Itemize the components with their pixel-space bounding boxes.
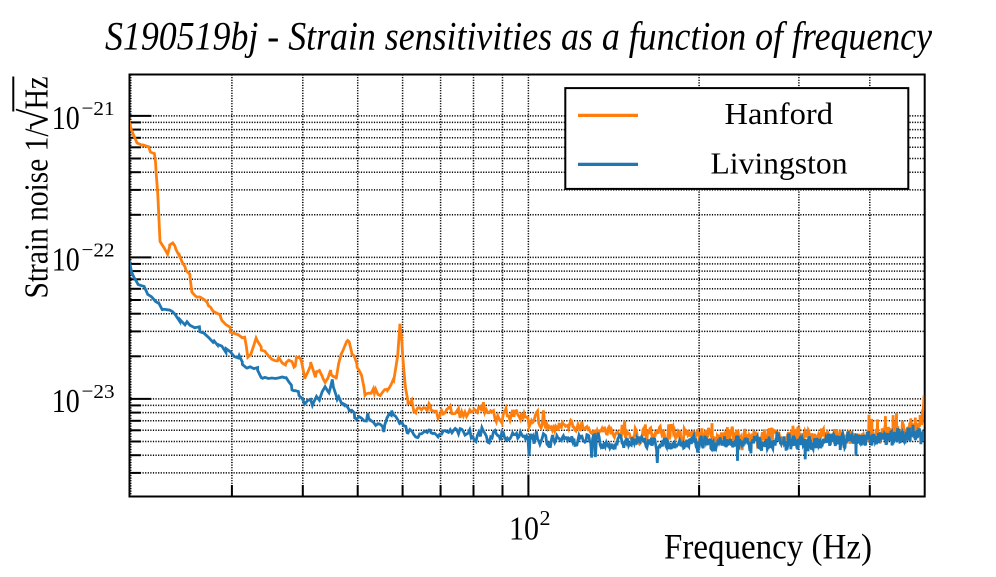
svg-text:S190519bj - Strain sensitiviti: S190519bj - Strain sensitivities as a fu… [105, 13, 932, 58]
svg-text:2: 2 [540, 506, 551, 530]
svg-text:Hz: Hz [19, 77, 56, 110]
svg-text:−22: −22 [82, 240, 115, 262]
svg-text:10: 10 [509, 511, 539, 548]
svg-text:10: 10 [52, 100, 80, 137]
svg-text:Livingston: Livingston [711, 146, 849, 181]
svg-text:√: √ [12, 109, 57, 131]
svg-text:10: 10 [52, 242, 80, 279]
svg-text:Frequency (Hz): Frequency (Hz) [664, 526, 872, 566]
svg-text:Strain noise 1/: Strain noise 1/ [19, 128, 56, 299]
svg-text:Hanford: Hanford [725, 96, 834, 131]
svg-text:10: 10 [52, 383, 80, 420]
svg-text:−21: −21 [82, 98, 115, 120]
svg-text:−23: −23 [82, 381, 115, 403]
